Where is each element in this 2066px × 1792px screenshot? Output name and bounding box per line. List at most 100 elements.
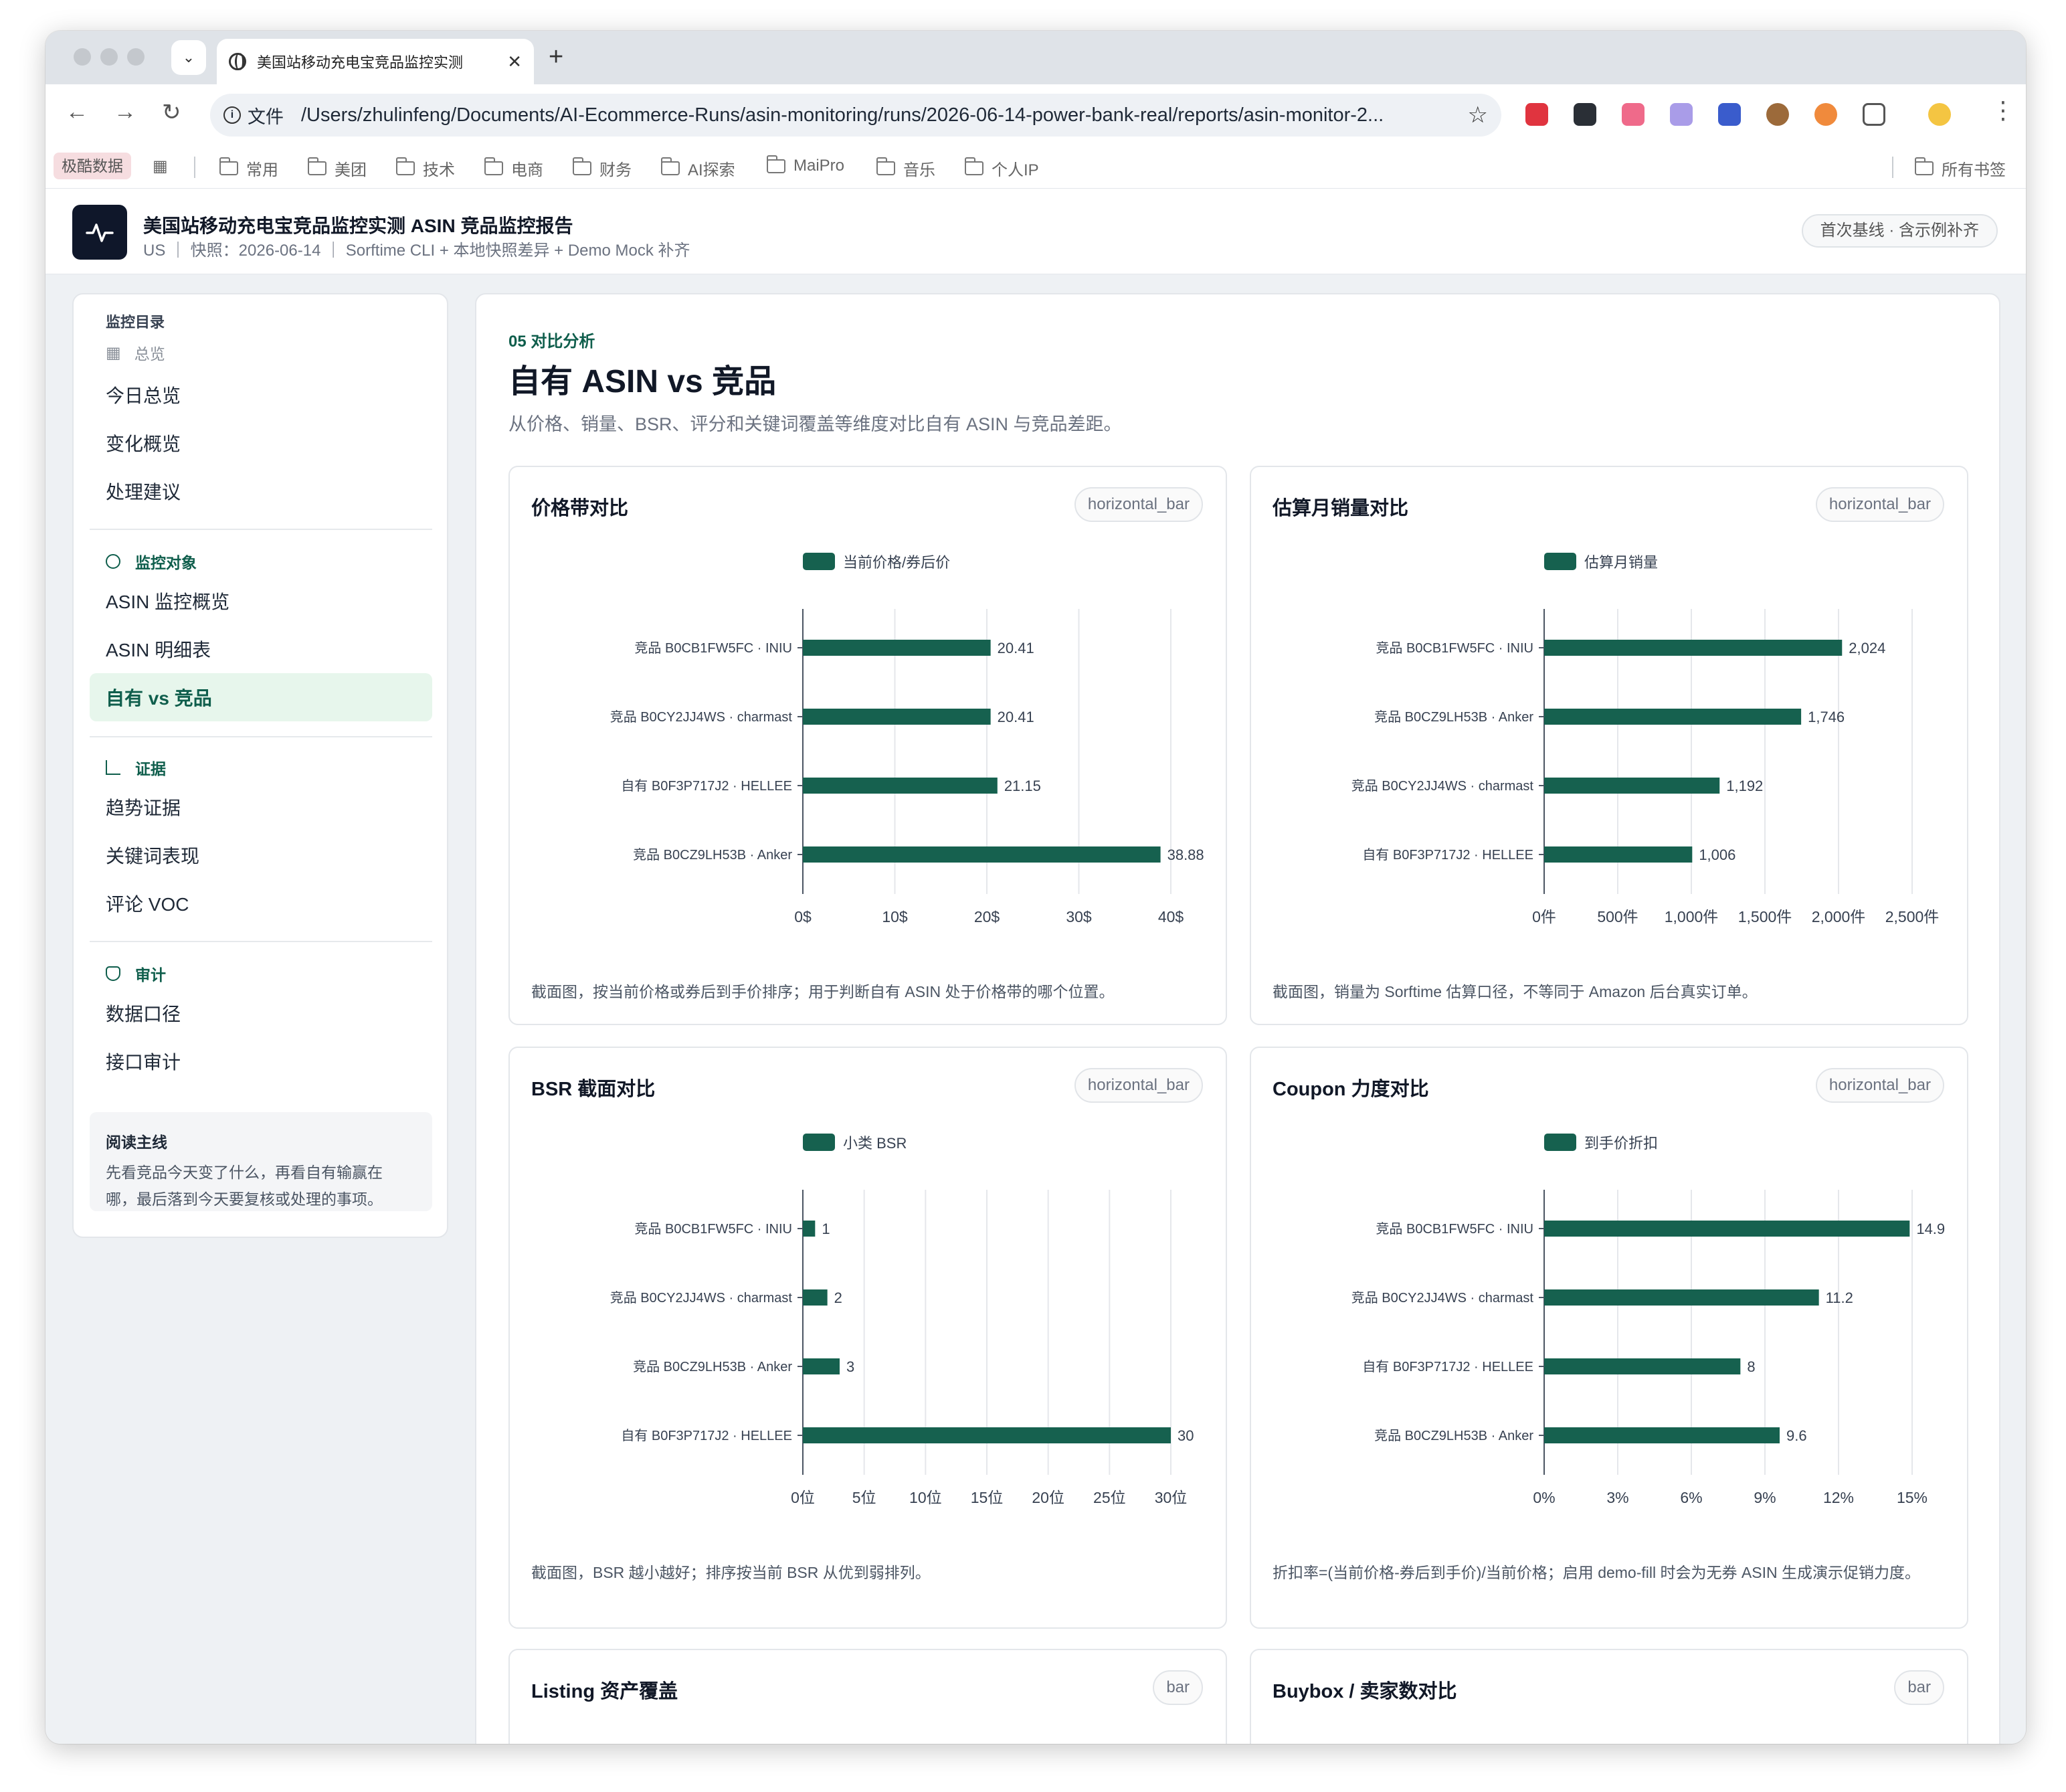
forward-button[interactable]: →: [114, 99, 136, 124]
category-label: 自有 B0F3P717J2 · HELLEE: [1362, 1359, 1533, 1374]
bookmark-folder[interactable]: 财务: [573, 157, 632, 180]
bookmark-folder[interactable]: MaiPro: [767, 155, 844, 175]
x-tick-label: 0位: [791, 1489, 815, 1506]
bar: [803, 1358, 840, 1374]
data-label: 2,024: [1849, 640, 1885, 656]
x-tick-label: 0$: [794, 908, 812, 925]
sidebar-item-changes[interactable]: 变化概览: [106, 434, 181, 454]
data-label: 20.41: [998, 640, 1034, 656]
extension-icon[interactable]: [1670, 103, 1693, 126]
close-window-button[interactable]: [74, 48, 91, 66]
extension-icon[interactable]: [1622, 103, 1645, 126]
folder-icon: [308, 157, 326, 175]
extension-icon[interactable]: [1574, 103, 1596, 126]
data-label: 1: [822, 1221, 830, 1237]
x-tick-label: 6%: [1680, 1489, 1702, 1506]
sidebar-item-keywords[interactable]: 关键词表现: [106, 846, 200, 867]
chart-note: 截面图，BSR 越小越好；排序按当前 BSR 从优到弱排列。: [531, 1564, 931, 1581]
x-tick-label: 9%: [1754, 1489, 1776, 1506]
category-label: 竞品 B0CZ9LH53B · Anker: [633, 847, 792, 863]
x-tick-label: 10$: [882, 908, 908, 925]
menu-kebab-icon[interactable]: ⋮: [1991, 96, 2015, 124]
bookmark-badge[interactable]: 极酷数据: [54, 153, 131, 179]
chart-note: 截面图，销量为 Sorftime 估算口径，不等同于 Amazon 后台真实订单…: [1273, 983, 1758, 1000]
profile-avatar[interactable]: [1928, 103, 1951, 126]
extension-icon[interactable]: [1814, 103, 1837, 126]
active-tab[interactable]: 美国站移动充电宝竞品监控实测 ✕: [217, 39, 534, 84]
reload-button[interactable]: ↻: [162, 100, 181, 125]
info-icon[interactable]: i: [223, 106, 241, 124]
extension-icon[interactable]: [1718, 103, 1741, 126]
bookmark-folder[interactable]: 音乐: [876, 157, 935, 180]
bar: [803, 846, 1161, 863]
x-tick-label: 3%: [1606, 1489, 1628, 1506]
comparison-section: 05 对比分析 自有 ASIN vs 竞品 从价格、销量、BSR、评分和关键词覆…: [475, 293, 2000, 1744]
report-subtitle: US ｜ 快照：2026-06-14 ｜ Sorftime CLI + 本地快照…: [143, 242, 690, 260]
data-label: 11.2: [1826, 1289, 1853, 1306]
sidebar-item-trend[interactable]: 趋势证据: [106, 798, 181, 818]
chart-icon: [106, 760, 120, 775]
sidebar-item-data-scope[interactable]: 数据口径: [106, 1004, 181, 1024]
bookmark-folder[interactable]: 常用: [219, 157, 278, 180]
x-tick-label: 0%: [1533, 1489, 1555, 1506]
folder-icon: [1915, 157, 1934, 175]
url-text[interactable]: /Users/zhulinfeng/Documents/AI-Ecommerce…: [301, 104, 1384, 126]
maximize-window-button[interactable]: [127, 48, 145, 66]
sidebar-item-overview[interactable]: ▦ 总览: [106, 343, 165, 363]
data-label: 14.9: [1916, 1221, 1945, 1237]
bar: [1544, 1289, 1819, 1306]
puzzle-extensions-icon[interactable]: [1863, 103, 1885, 126]
chart-title: Buybox / 卖家数对比: [1273, 1681, 1457, 1702]
url-scheme: 文件: [248, 106, 284, 127]
sidebar-item-actions[interactable]: 处理建议: [106, 482, 181, 503]
category-label: 自有 B0F3P717J2 · HELLEE: [621, 1428, 792, 1443]
bookmark-folder[interactable]: 电商: [484, 157, 543, 180]
data-label: 20.41: [998, 709, 1034, 725]
address-bar[interactable]: i 文件 /Users/zhulinfeng/Documents/AI-Ecom…: [210, 94, 1501, 137]
note-text: 哪，最后落到今天要复核或处理的事项。: [106, 1190, 383, 1208]
sidebar-item-asin-detail[interactable]: ASIN 明细表: [106, 640, 211, 660]
sidebar-item-today[interactable]: 今日总览: [106, 385, 181, 406]
extension-icon[interactable]: [1525, 103, 1548, 126]
bookmark-folder[interactable]: 美团: [308, 157, 367, 180]
sidebar-item-asin-overview[interactable]: ASIN 监控概览: [106, 592, 230, 612]
legend-label: 到手价折扣: [1584, 1135, 1658, 1152]
cookie-extension-icon[interactable]: [1766, 103, 1789, 126]
sidebar-section-targets: 监控对象: [106, 550, 197, 573]
bookmark-folder[interactable]: AI探索: [661, 157, 735, 180]
category-label: 竞品 B0CB1FW5FC · INIU: [634, 1221, 792, 1237]
x-tick-label: 15位: [971, 1489, 1004, 1506]
bookmark-folder[interactable]: 个人IP: [965, 157, 1039, 180]
sidebar-divider: [90, 529, 432, 530]
browser-window: ⌄ 美国站移动充电宝竞品监控实测 ✕ + ← → ↻ i 文件 /Users/z…: [45, 31, 2026, 1744]
back-button[interactable]: ←: [66, 99, 88, 124]
sidebar-item-api-audit[interactable]: 接口审计: [106, 1052, 181, 1073]
bookmark-folder[interactable]: 技术: [396, 157, 455, 180]
bookmark-star-icon[interactable]: ☆: [1467, 102, 1488, 128]
sidebar-item-voc[interactable]: 评论 VOC: [106, 894, 189, 915]
category-label: 自有 B0F3P717J2 · HELLEE: [621, 778, 792, 794]
category-label: 竞品 B0CY2JJ4WS · charmast: [610, 1290, 793, 1306]
sidebar-item-own-vs-competitor[interactable]: 自有 vs 竞品: [106, 688, 212, 709]
new-tab-button[interactable]: +: [549, 43, 564, 71]
category-label: 竞品 B0CY2JJ4WS · charmast: [610, 709, 793, 725]
status-badge: 首次基线 · 含示例补齐: [1801, 214, 1998, 248]
section-eyebrow: 05 对比分析: [508, 333, 595, 351]
apps-grid-icon[interactable]: ▦: [153, 157, 168, 175]
x-tick-label: 2,000件: [1812, 908, 1866, 925]
x-tick-label: 12%: [1823, 1489, 1854, 1506]
data-label: 2: [834, 1289, 842, 1306]
sidebar-active-highlight: [90, 673, 432, 721]
folder-icon: [876, 157, 895, 175]
sidebar-heading: 监控目录: [106, 314, 165, 331]
x-tick-label: 25位: [1093, 1489, 1126, 1506]
tab-search-button[interactable]: ⌄: [171, 40, 206, 75]
all-bookmarks[interactable]: 所有书签: [1915, 157, 2006, 180]
close-tab-icon[interactable]: ✕: [507, 51, 522, 72]
category-label: 竞品 B0CZ9LH53B · Anker: [1374, 709, 1533, 725]
bar: [1544, 1221, 1910, 1237]
x-tick-label: 20位: [1032, 1489, 1064, 1506]
minimize-window-button[interactable]: [100, 48, 118, 66]
legend-label: 小类 BSR: [843, 1135, 907, 1152]
chevron-down-icon: ⌄: [182, 49, 195, 66]
